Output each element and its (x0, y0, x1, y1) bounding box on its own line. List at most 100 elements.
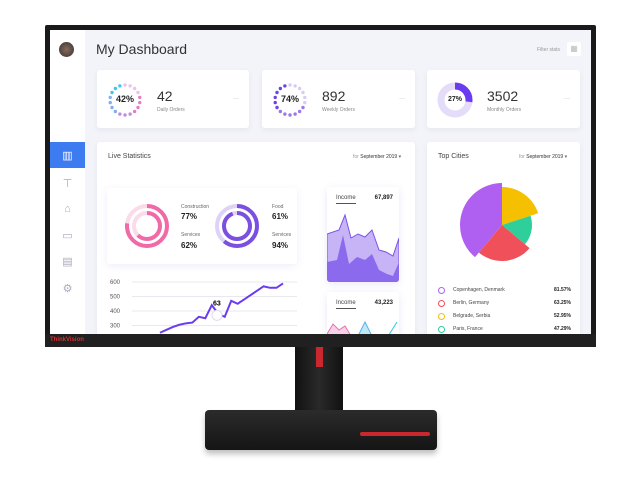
bar-chart-icon: ▥ (62, 149, 73, 162)
highlight-point (211, 309, 223, 321)
city-row: Paris, France 47.29% (438, 325, 571, 334)
filter-icon: ▦ (570, 44, 578, 53)
progress-dot (303, 95, 307, 100)
city-marker-icon (438, 313, 445, 320)
city-name: Copenhagen, Denmark (453, 287, 505, 293)
filter-stats-button[interactable]: ▦ (567, 42, 581, 56)
basket-icon: ⌂ (64, 203, 71, 215)
progress-dot (283, 112, 287, 116)
ring-label: Services (272, 232, 292, 238)
y-tick-label: 600 (110, 280, 121, 286)
progress-dot (293, 112, 297, 116)
panel-title: Live Statistics (108, 153, 151, 160)
pie-chart (460, 183, 539, 261)
progress-dot (110, 90, 114, 95)
sidebar: ▥ ⊤ ⌂ ▭ ▤ ⚙ (50, 30, 85, 334)
progress-dot (136, 105, 140, 110)
period-prefix: for (353, 154, 359, 160)
avatar[interactable] (59, 42, 74, 57)
sidebar-item-statistics[interactable]: ▥ (50, 142, 85, 168)
income-area-chart (327, 320, 398, 334)
city-marker-icon (438, 300, 445, 307)
progress-dot (278, 86, 283, 91)
income-label: Income (336, 195, 356, 204)
ring-label: Food (272, 204, 284, 210)
more-button[interactable]: ... (564, 94, 570, 101)
stat-percent: 27% (447, 96, 462, 103)
ring-arc (132, 211, 162, 241)
pie-slice (502, 215, 532, 245)
progress-dot (273, 100, 277, 105)
period-prefix: for (519, 154, 525, 160)
callout-label: 63 (213, 300, 221, 307)
progress-dot (132, 86, 137, 91)
sidebar-item-clipboard[interactable]: ▤ (50, 248, 85, 274)
pie-slice (460, 183, 502, 258)
pie-slice (478, 225, 530, 261)
progress-dot (132, 109, 137, 114)
stat-label: Daily Orders (157, 107, 185, 113)
sidebar-item-basket[interactable]: ⌂ (50, 196, 85, 222)
screen: ▥ ⊤ ⌂ ▭ ▤ ⚙ My Dashboard Filter stats ▦ … (50, 30, 591, 334)
income-value: 67,897 (374, 195, 393, 201)
sidebar-item-settings[interactable]: ⚙ (50, 275, 85, 301)
stat-percent: 74% (280, 94, 299, 104)
progress-dot (108, 95, 112, 100)
city-value: 63.25% (554, 300, 571, 306)
dotted-progress-ring (270, 80, 310, 120)
stand-accent (316, 347, 323, 367)
city-name: Paris, France (453, 326, 483, 332)
top-cities-panel: Top Cities for September 2019 ▾ Copenhag… (427, 142, 580, 334)
chat-icon: ▭ (62, 229, 73, 242)
income-value: 43,223 (374, 300, 393, 306)
monitor-stand-base (205, 410, 437, 450)
filter-stats-label: Filter stats (537, 47, 561, 53)
progress-dot (136, 90, 140, 95)
concentric-ring-chart (211, 200, 263, 252)
more-button[interactable]: ... (233, 94, 239, 101)
ring-value: 61% (272, 212, 289, 221)
y-tick-label: 400 (110, 309, 121, 315)
progress-dot (275, 105, 279, 110)
ring-value: 77% (181, 212, 198, 221)
ring-value: 94% (272, 241, 289, 250)
stat-percent: 42% (115, 94, 134, 104)
sidebar-item-signpost[interactable]: ⊤ (50, 170, 85, 196)
progress-dot (273, 95, 277, 100)
income-label: Income (336, 300, 356, 309)
progress-dot (118, 112, 122, 116)
progress-dot (288, 83, 292, 87)
progress-dot (113, 86, 118, 91)
ring-label: Services (181, 232, 201, 238)
progress-dot (278, 109, 283, 114)
concentric-ring-chart (121, 200, 173, 252)
pie-slice (502, 187, 539, 225)
city-value: 81.57% (554, 287, 571, 293)
ring-arc (215, 204, 259, 248)
line-chart: 600 500 400 300 63 (110, 280, 297, 334)
base-accent (360, 432, 430, 436)
progress-dot (138, 100, 142, 105)
city-value: 47.29% (554, 326, 571, 332)
y-tick-label: 500 (110, 295, 121, 301)
progress-dot (301, 90, 305, 95)
signpost-icon: ⊤ (62, 177, 73, 190)
ring-arc (222, 211, 252, 241)
income-area-chart (327, 213, 399, 282)
progress-dot (297, 86, 302, 91)
city-name: Berlin, Germany (453, 300, 490, 306)
period-value: September 2019 (360, 154, 398, 160)
brand-logo: ThinkVision (50, 337, 84, 343)
ring-arc (125, 204, 169, 248)
gear-icon: ⚙ (62, 282, 73, 295)
progress-dot (128, 84, 132, 88)
sidebar-item-chat[interactable]: ▭ (50, 222, 85, 248)
stat-label: Weekly Orders (322, 107, 355, 113)
panel-title: Top Cities (438, 153, 469, 160)
income-card: Income 67,897 (327, 187, 399, 282)
period-selector[interactable]: for September 2019 ▾ (519, 154, 568, 160)
city-row: Belgrade, Serbia 52.95% (438, 312, 571, 322)
more-button[interactable]: ... (399, 94, 405, 101)
city-marker-icon (438, 287, 445, 294)
period-selector[interactable]: for September 2019 ▾ (353, 154, 402, 160)
